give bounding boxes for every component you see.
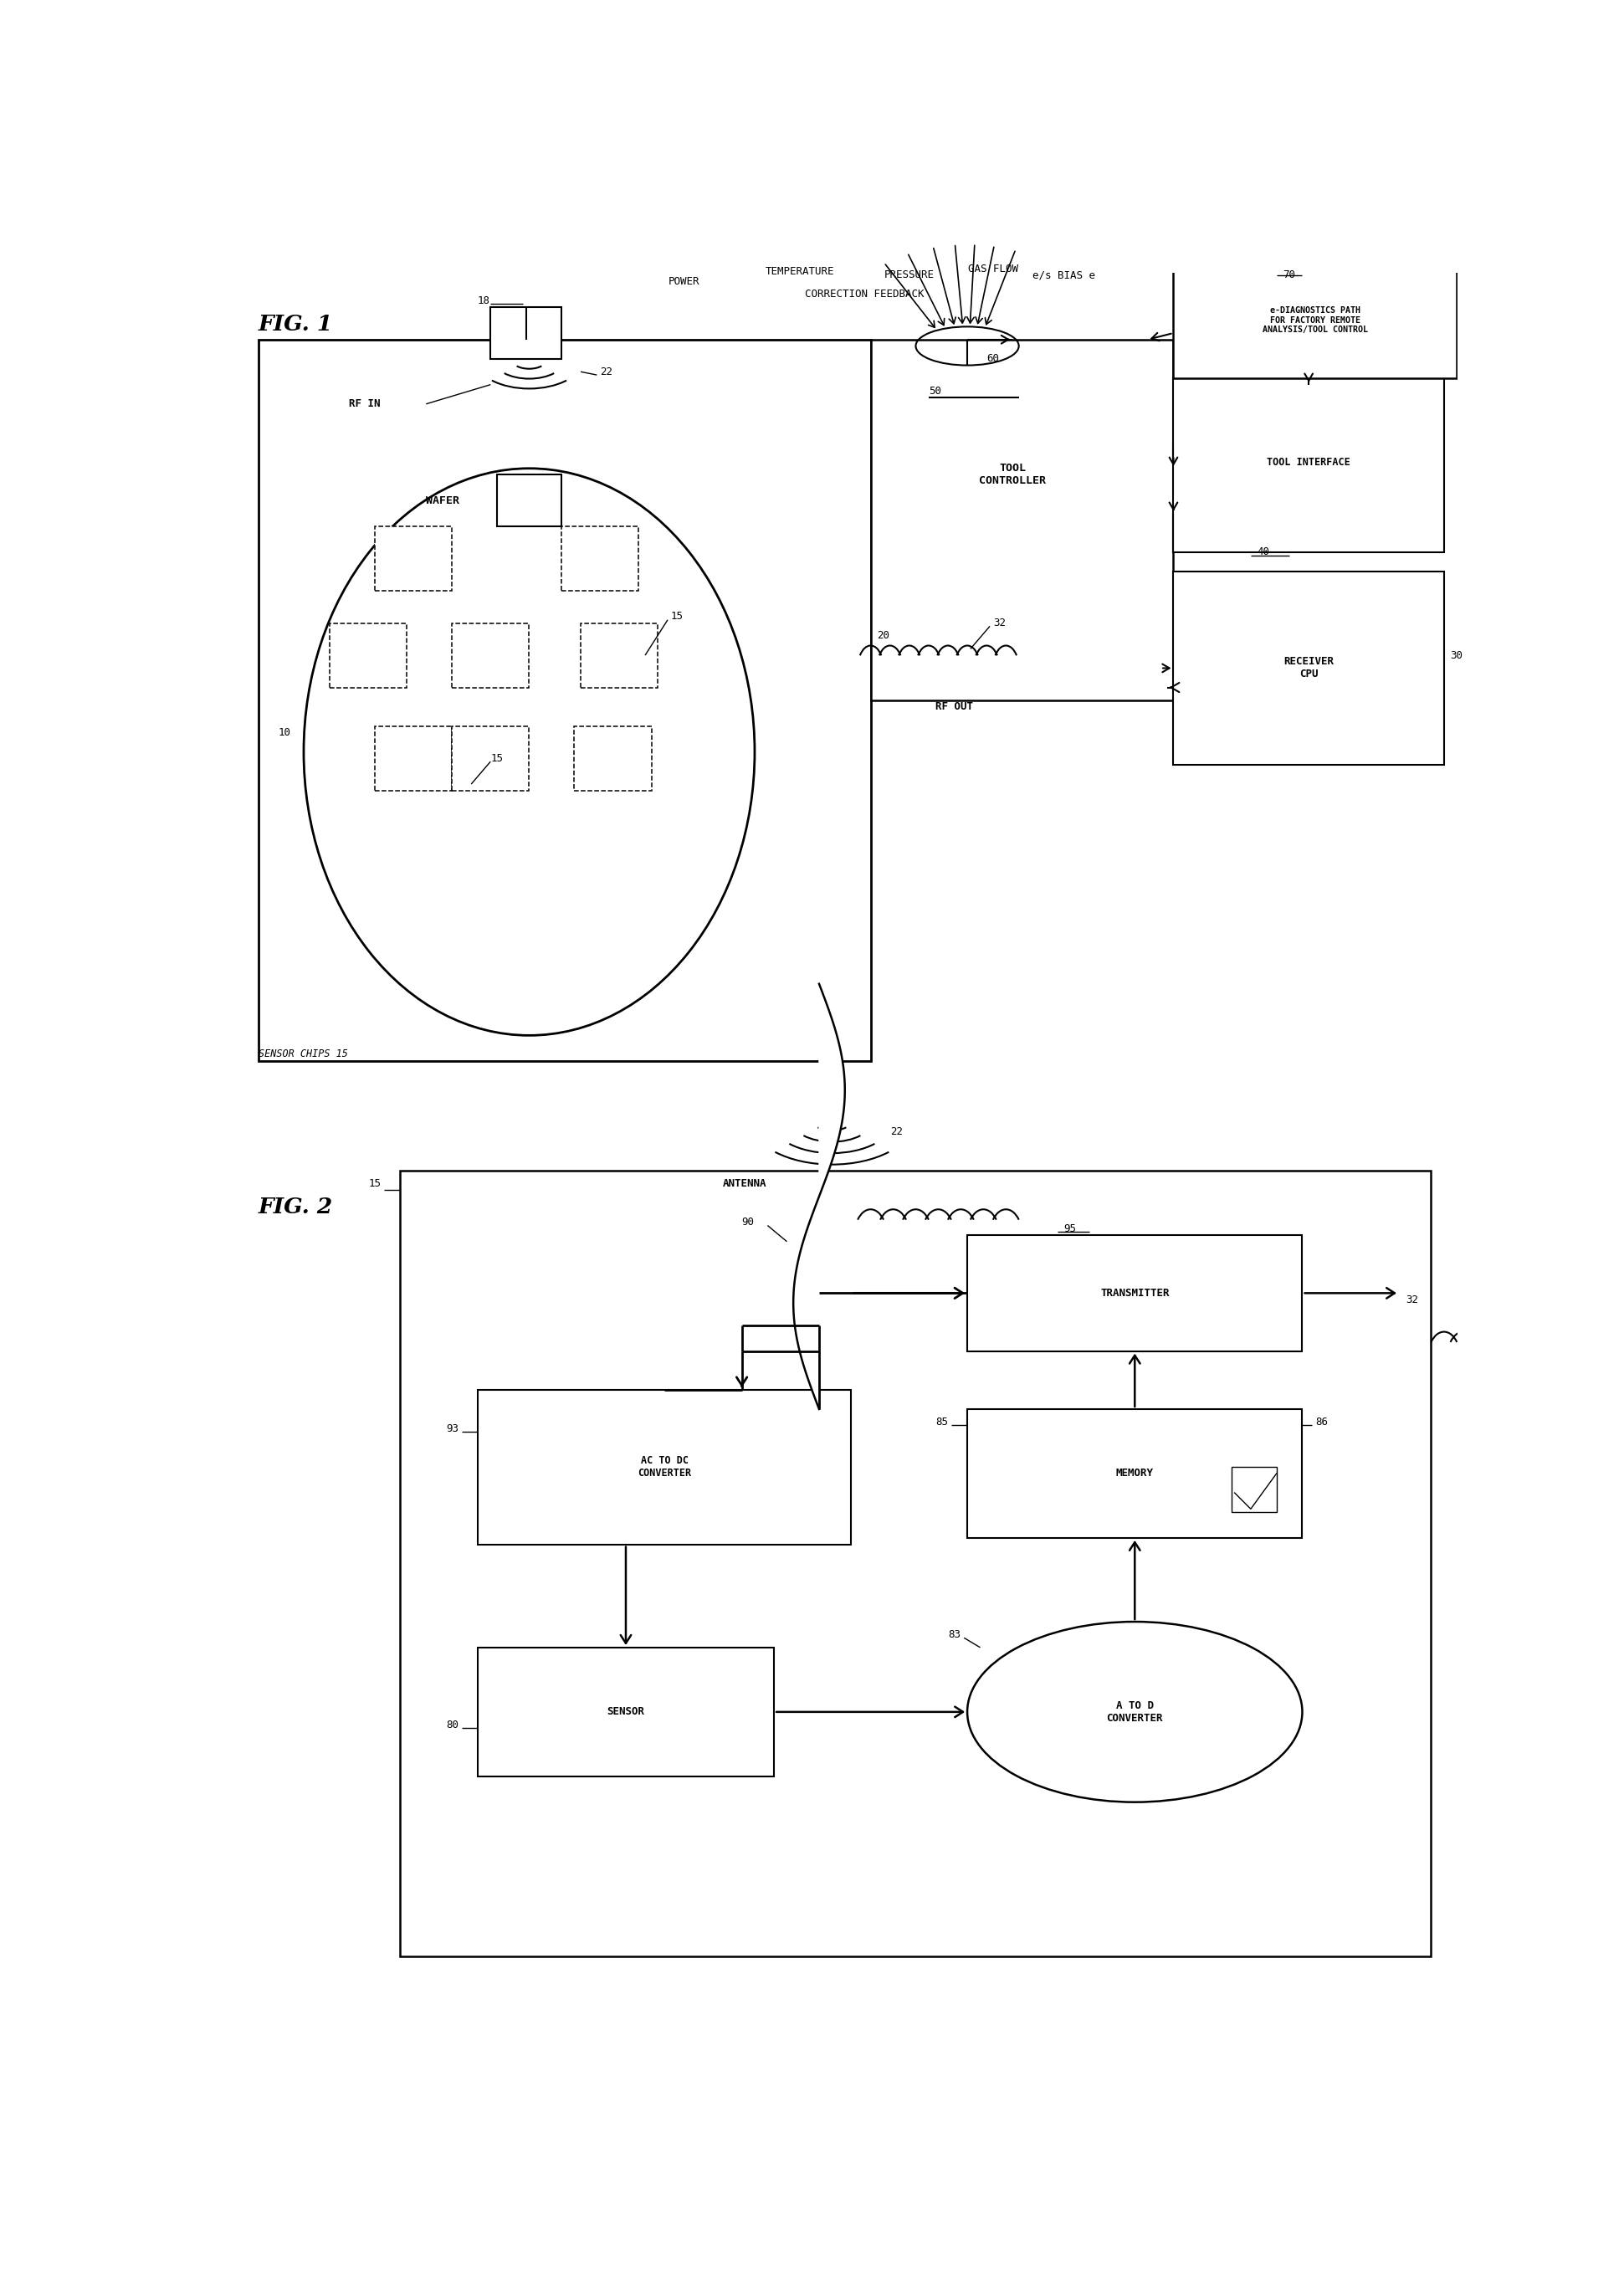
- Bar: [562, 527, 638, 590]
- Bar: [330, 622, 406, 688]
- Text: SENSOR CHIPS 15: SENSOR CHIPS 15: [258, 1049, 348, 1058]
- Text: FIG. 2: FIG. 2: [258, 1197, 333, 1217]
- Text: 70: 70: [1283, 270, 1296, 282]
- Text: 18: 18: [477, 295, 490, 307]
- Text: 90: 90: [742, 1217, 754, 1229]
- Text: 30: 30: [1450, 650, 1463, 661]
- Bar: [451, 727, 529, 790]
- Text: TOOL INTERFACE: TOOL INTERFACE: [1267, 456, 1351, 468]
- Text: 15: 15: [671, 611, 684, 622]
- Text: RF OUT: RF OUT: [935, 702, 973, 713]
- Bar: [1174, 379, 1444, 552]
- Text: GAS FLOW: GAS FLOW: [968, 263, 1018, 275]
- Text: 60: 60: [987, 354, 999, 363]
- Text: 32: 32: [992, 618, 1005, 629]
- Text: e/s BIAS e: e/s BIAS e: [1033, 270, 1095, 282]
- Text: CORRECTION FEEDBACK: CORRECTION FEEDBACK: [804, 288, 924, 300]
- Text: 22: 22: [599, 366, 612, 377]
- Bar: [870, 341, 1174, 699]
- Text: 50: 50: [929, 386, 942, 397]
- Bar: [477, 1646, 775, 1776]
- Text: 80: 80: [445, 1719, 458, 1731]
- Text: 15: 15: [490, 754, 503, 763]
- Bar: [1231, 1467, 1276, 1512]
- Text: TOOL
CONTROLLER: TOOL CONTROLLER: [979, 463, 1046, 486]
- Text: POWER: POWER: [667, 277, 700, 286]
- Text: 40: 40: [1257, 547, 1270, 559]
- Bar: [490, 307, 562, 359]
- Bar: [451, 622, 529, 688]
- Text: 85: 85: [935, 1417, 948, 1428]
- Text: 86: 86: [1315, 1417, 1328, 1428]
- Text: A TO D
CONVERTER: A TO D CONVERTER: [1106, 1701, 1163, 1724]
- Text: SENSOR: SENSOR: [607, 1706, 645, 1717]
- Text: RECEIVER
CPU: RECEIVER CPU: [1283, 656, 1333, 679]
- Text: 93: 93: [445, 1424, 458, 1433]
- Bar: [401, 1170, 1431, 1958]
- Bar: [575, 727, 651, 790]
- Bar: [581, 622, 658, 688]
- Bar: [375, 527, 451, 590]
- Text: e-DIAGNOSTICS PATH
FOR FACTORY REMOTE
ANALYSIS/TOOL CONTROL: e-DIAGNOSTICS PATH FOR FACTORY REMOTE AN…: [1262, 307, 1367, 334]
- Text: 22: 22: [890, 1126, 903, 1138]
- Text: MEMORY: MEMORY: [1116, 1467, 1153, 1478]
- Text: TRANSMITTER: TRANSMITTER: [1101, 1288, 1169, 1299]
- Bar: [1174, 572, 1444, 765]
- Text: WAFER: WAFER: [425, 495, 460, 506]
- Bar: [968, 1408, 1302, 1537]
- Text: ANTENNA: ANTENNA: [723, 1179, 767, 1190]
- Text: RF IN: RF IN: [349, 397, 380, 409]
- Bar: [1174, 261, 1457, 379]
- Text: 95: 95: [1064, 1224, 1077, 1233]
- Text: 20: 20: [877, 631, 890, 640]
- Bar: [968, 1235, 1302, 1351]
- Text: 15: 15: [369, 1179, 382, 1190]
- Polygon shape: [794, 983, 844, 1408]
- Text: AC TO DC
CONVERTER: AC TO DC CONVERTER: [638, 1456, 692, 1478]
- Text: TEMPERATURE: TEMPERATURE: [765, 266, 835, 277]
- Bar: [375, 727, 451, 790]
- Text: 32: 32: [1406, 1294, 1418, 1306]
- Bar: [477, 1390, 851, 1544]
- Bar: [497, 475, 562, 527]
- Bar: [258, 341, 870, 1061]
- Text: FIG. 1: FIG. 1: [258, 313, 333, 334]
- Text: PRESSURE: PRESSURE: [883, 270, 934, 282]
- Text: 10: 10: [278, 727, 291, 738]
- Text: 83: 83: [948, 1628, 961, 1640]
